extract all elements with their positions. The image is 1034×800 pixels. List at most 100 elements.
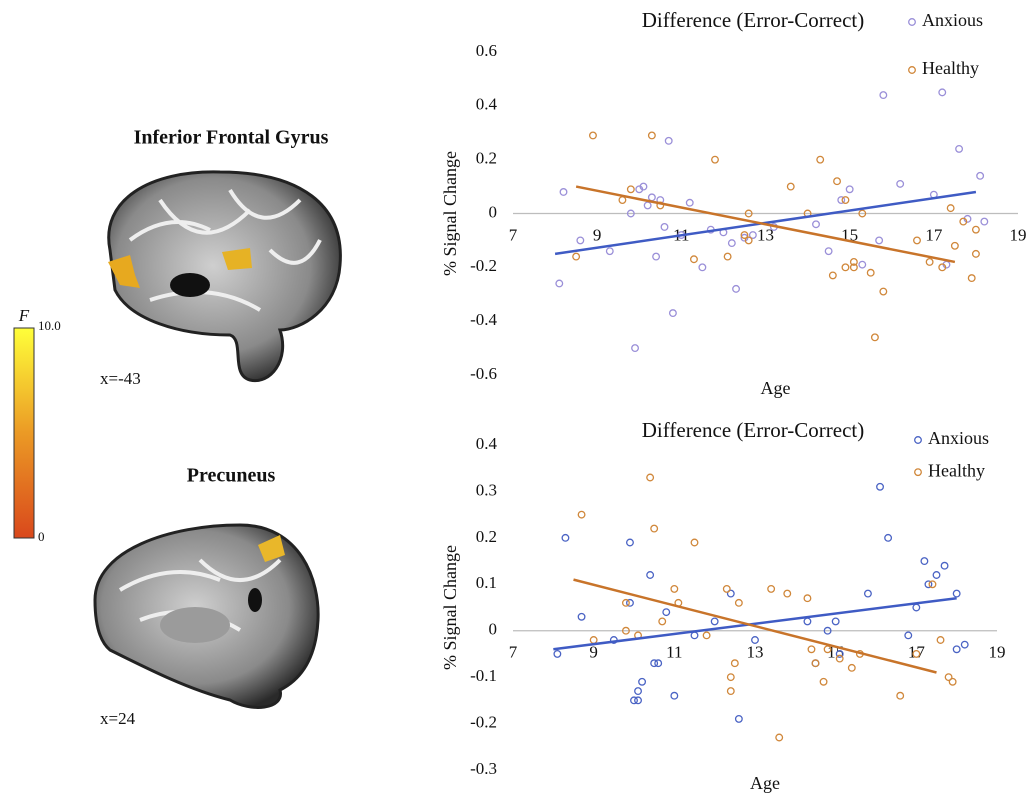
scatter-point <box>820 678 827 685</box>
scatter-point <box>804 595 811 602</box>
scatter-point <box>939 89 946 96</box>
scatter-point <box>699 264 706 271</box>
scatter-point <box>859 261 866 268</box>
scatter-point <box>913 604 920 611</box>
scatter-point <box>849 665 856 672</box>
y-tick-label: 0.2 <box>476 149 497 168</box>
scatter-point <box>842 264 849 271</box>
y-tick-label: 0.6 <box>476 41 497 60</box>
scatter-point <box>897 181 904 188</box>
x-tick-label: 7 <box>509 225 518 244</box>
scatter-point <box>573 253 580 260</box>
scatter-point <box>703 632 710 639</box>
colorbar-max: 10.0 <box>38 318 61 333</box>
colorbar <box>14 328 34 538</box>
scatter-point <box>817 156 824 163</box>
scatter-point <box>867 269 874 276</box>
scatter-point <box>686 199 693 206</box>
scatter-point <box>981 218 988 225</box>
scatter-point <box>728 674 735 681</box>
scatter-point <box>619 197 626 204</box>
y-tick-label: -0.2 <box>470 712 497 731</box>
scatter-point <box>914 237 921 244</box>
scatter-point <box>885 535 892 542</box>
scatter-point <box>812 660 819 667</box>
panel-title: Inferior Frontal Gyrus <box>134 127 329 149</box>
scatter-point <box>729 240 736 247</box>
scatter-point <box>724 253 731 260</box>
scatter-point <box>921 558 928 565</box>
scatter-point <box>736 716 743 723</box>
scatter-point <box>635 688 642 695</box>
panel-title: Precuneus <box>187 465 276 487</box>
scatter-point <box>905 632 912 639</box>
y-tick-label: 0 <box>489 202 498 221</box>
y-tick-label: -0.6 <box>470 364 497 383</box>
scatter-point <box>787 183 794 190</box>
scatter-point <box>661 224 668 231</box>
scatter-point <box>577 237 584 244</box>
scatter-point <box>865 590 872 597</box>
scatter-point <box>578 511 585 518</box>
y-tick-label: 0.1 <box>476 573 497 592</box>
scatter-point <box>623 600 630 607</box>
chart-title: Difference (Error-Correct) <box>642 8 864 32</box>
scatter-point <box>877 483 884 490</box>
scatter-point <box>784 590 791 597</box>
scatter-point <box>627 539 634 546</box>
scatter-point <box>926 259 933 266</box>
scatter-point <box>671 586 678 593</box>
scatter-point <box>813 221 820 228</box>
scatter-point <box>670 310 677 317</box>
figure: Inferior Frontal Gyrus x=-43 Precuneus x… <box>0 0 1034 800</box>
trend-line <box>555 192 976 254</box>
scatter-point <box>649 132 656 139</box>
scatter-point <box>723 586 730 593</box>
scatter-point <box>776 734 783 741</box>
scatter-point <box>846 186 853 193</box>
y-tick-label: 0.4 <box>476 434 498 453</box>
scatter-point <box>590 132 597 139</box>
scatter-point <box>560 189 567 196</box>
scatter-point <box>834 178 841 185</box>
x-tick-label: 11 <box>666 643 682 662</box>
slice-coordinate: x=-43 <box>100 369 141 388</box>
scatter-point <box>876 237 883 244</box>
scatter-point <box>973 251 980 258</box>
scatter-point <box>961 641 968 648</box>
scatter-point <box>639 678 646 685</box>
scatter-point <box>953 590 960 597</box>
scatter-point <box>647 474 654 481</box>
y-tick-label: -0.1 <box>470 666 497 685</box>
scatter-point <box>712 156 719 163</box>
y-tick-label: -0.2 <box>470 256 497 275</box>
scatter-point <box>647 572 654 579</box>
legend-marker <box>915 437 922 444</box>
scatter-point <box>832 618 839 625</box>
scatter-point <box>968 275 975 282</box>
scatter-point <box>659 618 666 625</box>
brain-image <box>95 525 318 707</box>
scatter-point <box>556 280 563 287</box>
scatter-point <box>711 618 718 625</box>
scatter-point <box>768 586 775 593</box>
colorbar-min: 0 <box>38 529 45 544</box>
legend-label: Healthy <box>922 58 979 78</box>
y-tick-label: -0.3 <box>470 759 497 778</box>
scatter-point <box>736 600 743 607</box>
scatter-point <box>937 637 944 644</box>
scatter-point <box>649 194 656 201</box>
scatter-point <box>947 205 954 212</box>
scatter-point <box>732 660 739 667</box>
x-tick-label: 13 <box>747 643 764 662</box>
scatter-point <box>933 572 940 579</box>
x-tick-label: 7 <box>509 643 518 662</box>
scatter-point <box>929 581 936 588</box>
x-tick-label: 17 <box>925 225 943 244</box>
scatter-point <box>949 678 956 685</box>
scatter-point <box>628 186 635 193</box>
y-tick-label: -0.4 <box>470 310 497 329</box>
scatter-point <box>651 525 658 532</box>
scatter-point <box>956 146 963 153</box>
scatter-point <box>653 253 660 260</box>
